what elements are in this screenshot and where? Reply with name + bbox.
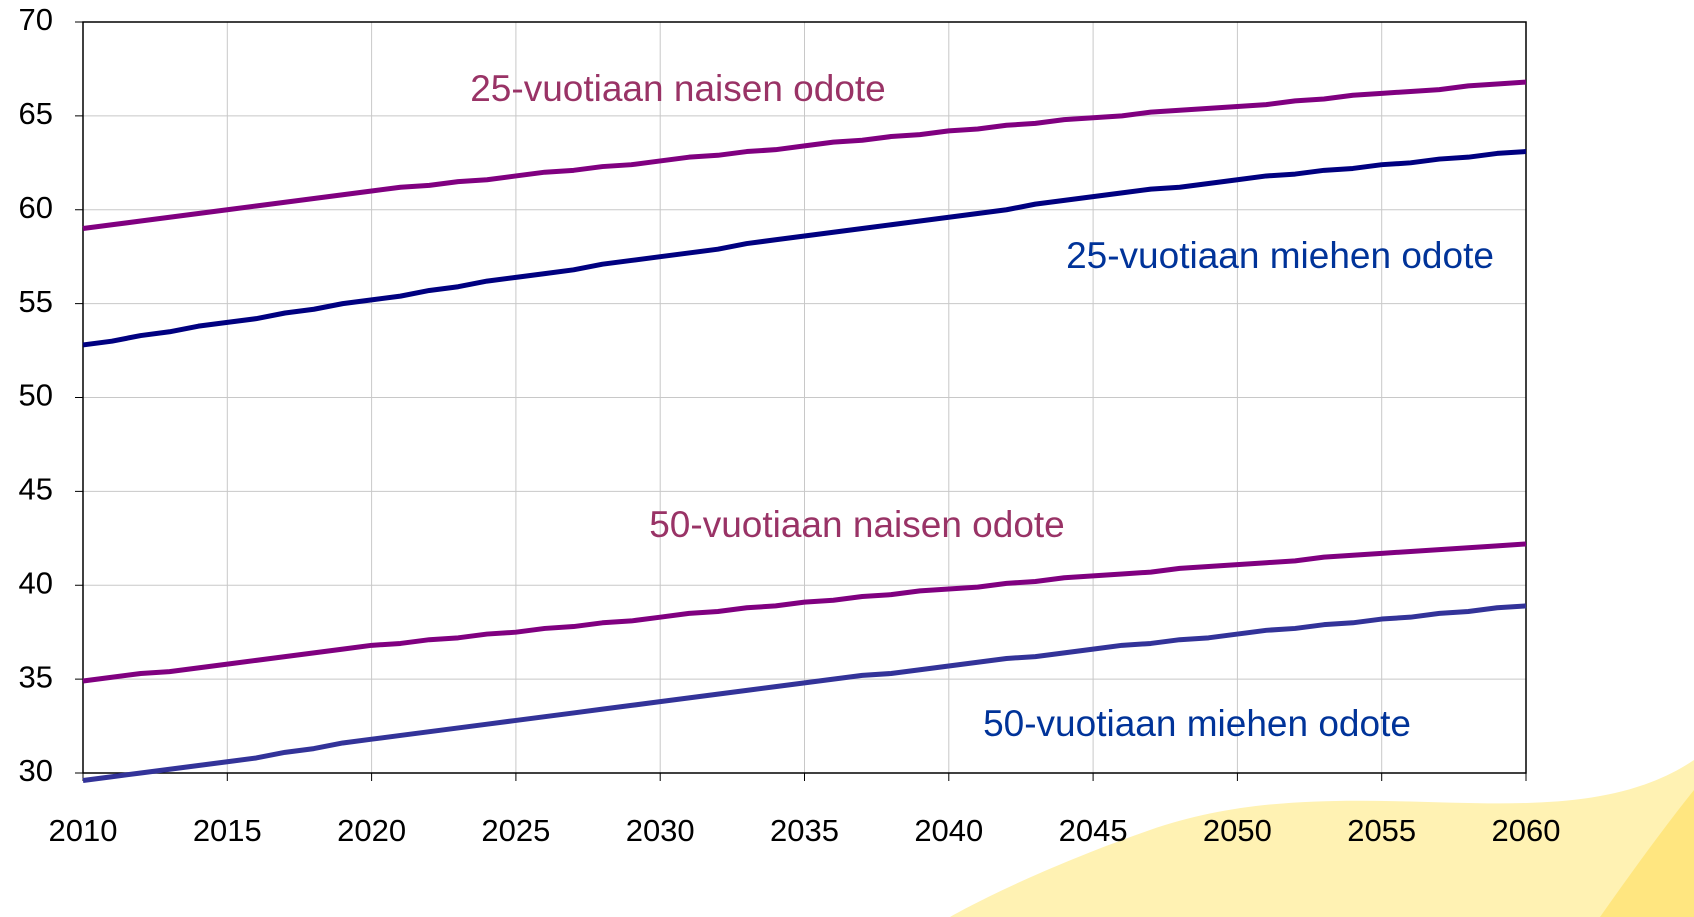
y-tick-label: 35	[19, 659, 53, 694]
x-tick-label: 2015	[193, 813, 262, 848]
y-tick-label: 70	[19, 2, 53, 37]
y-tick-label: 50	[19, 378, 53, 413]
x-tick-label: 2010	[49, 813, 118, 848]
series-label: 25-vuotiaan naisen odote	[470, 68, 886, 109]
y-tick-label: 40	[19, 565, 53, 600]
series-label: 25-vuotiaan miehen odote	[1066, 235, 1494, 276]
series-label: 50-vuotiaan miehen odote	[983, 703, 1411, 744]
chart: 30 35 40 45 50 55 60 65 70 2010 2015 2020 2025 2030 20…	[0, 0, 1694, 917]
x-tick-label: 2060	[1492, 813, 1561, 848]
x-tick-label: 2030	[626, 813, 695, 848]
x-tick-label: 2055	[1347, 813, 1416, 848]
y-tick-label: 55	[19, 284, 53, 319]
y-tick-label: 45	[19, 472, 53, 507]
y-tick-label: 65	[19, 96, 53, 131]
x-tick-label: 2040	[914, 813, 983, 848]
x-tick-label: 2045	[1059, 813, 1128, 848]
x-tick-label: 2050	[1203, 813, 1272, 848]
x-tick-label: 2035	[770, 813, 839, 848]
y-tick-label: 60	[19, 190, 53, 225]
series-label: 50-vuotiaan naisen odote	[649, 504, 1065, 545]
x-tick-label: 2025	[481, 813, 550, 848]
x-tick-label: 2020	[337, 813, 406, 848]
y-tick-label: 30	[19, 753, 53, 788]
